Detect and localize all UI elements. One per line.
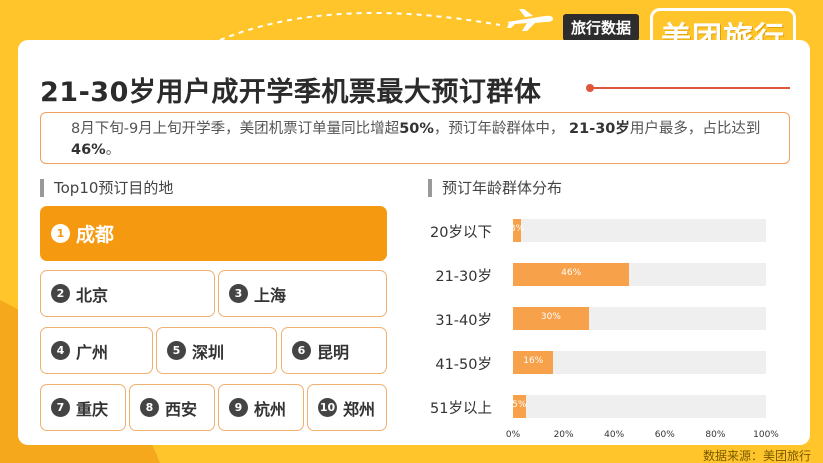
- destination-9: 9 杭州: [218, 384, 304, 431]
- bar-fill: [513, 263, 630, 286]
- bar-fill: [513, 395, 526, 418]
- bar-fill: [513, 307, 589, 330]
- summary-bold-3: 46%: [71, 142, 106, 158]
- destination-city: 西安: [165, 399, 198, 419]
- summary-text-3: 用户最多，占比达到: [629, 121, 761, 137]
- summary-text-4: 。: [105, 142, 121, 158]
- destination-5: 5 深圳: [156, 327, 277, 374]
- bar-track: 30%: [513, 307, 766, 330]
- x-tick-label: 80%: [705, 430, 726, 440]
- destination-8: 8 西安: [129, 384, 215, 431]
- destination-3: 3 上海: [218, 270, 387, 317]
- destination-10: 10 郑州: [307, 384, 387, 431]
- age-category-label: 41-50岁: [435, 357, 492, 373]
- destination-6: 6 昆明: [281, 327, 387, 374]
- bar-fill: [513, 351, 554, 374]
- age-category-label: 31-40岁: [435, 313, 492, 329]
- destination-7: 7 重庆: [40, 384, 126, 431]
- destination-city: 昆明: [317, 342, 350, 362]
- destination-city: 重庆: [76, 399, 109, 419]
- destination-city: 广州: [76, 342, 109, 362]
- destination-city: 上海: [254, 285, 287, 305]
- summary-bold-1: 50%: [399, 121, 434, 137]
- destination-city: 杭州: [254, 399, 287, 419]
- rank-badge: 2: [51, 284, 70, 303]
- bar-track: 46%: [513, 263, 766, 286]
- destination-4: 4 广州: [40, 327, 153, 374]
- age-chart-header: 预订年龄群体分布: [428, 179, 562, 197]
- age-category-label: 20岁以下: [430, 225, 492, 241]
- age-category-label: 51岁以上: [430, 401, 492, 417]
- destination-1: 1 成都: [40, 206, 387, 261]
- bar-track: 5%: [512, 395, 766, 418]
- rank-badge: 3: [229, 284, 248, 303]
- bar-value-label: 3%: [509, 224, 525, 234]
- destination-city: 北京: [76, 285, 109, 305]
- rank-badge: 9: [229, 398, 248, 417]
- summary-text-1: 8月下旬-9月上旬开学季，美团机票订单量同比增超: [71, 121, 400, 137]
- page-title: 21-30岁用户成开学季机票最大预订群体: [40, 77, 542, 108]
- x-tick-label: 40%: [604, 430, 625, 440]
- bar-track: 16%: [513, 351, 766, 374]
- bar-value-label: 5%: [512, 400, 527, 410]
- rank-badge: 10: [318, 398, 337, 417]
- destination-city: 郑州: [343, 399, 376, 419]
- rank-badge: 6: [292, 341, 311, 360]
- summary-box: 8月下旬-9月上旬开学季，美团机票订单量同比增超50%，预订年龄群体中， 21-…: [40, 112, 790, 164]
- rank-badge: 8: [140, 398, 159, 417]
- destinations-header: Top10预订目的地: [40, 179, 173, 197]
- rank-badge: 7: [51, 398, 70, 417]
- rank-badge: 1: [51, 224, 70, 243]
- rank-badge: 5: [167, 341, 186, 360]
- rank-badge: 4: [51, 341, 70, 360]
- bar-value-label: 30%: [540, 312, 561, 322]
- x-tick-label: 20%: [553, 430, 574, 440]
- destination-city: 深圳: [192, 342, 225, 362]
- x-tick-label: 0%: [505, 430, 521, 440]
- age-category-label: 21-30岁: [435, 269, 492, 285]
- summary-text-2: ，预订年龄群体中，: [433, 121, 565, 137]
- data-source: 数据来源：美团旅行: [702, 449, 811, 463]
- bar-value-label: 46%: [561, 268, 582, 278]
- airplane-icon: [507, 9, 553, 31]
- bar-fill: [513, 219, 521, 242]
- bar-track: 3%: [509, 219, 766, 242]
- x-tick-label: 100%: [753, 430, 779, 440]
- title-decoration: [586, 84, 790, 92]
- summary-bold-2: 21-30岁: [569, 121, 630, 137]
- destination-2: 2 北京: [40, 270, 215, 317]
- destination-city: 成都: [76, 224, 115, 246]
- data-tag: 旅行数据: [563, 14, 640, 41]
- bar-value-label: 16%: [523, 356, 544, 366]
- x-tick-label: 60%: [654, 430, 675, 440]
